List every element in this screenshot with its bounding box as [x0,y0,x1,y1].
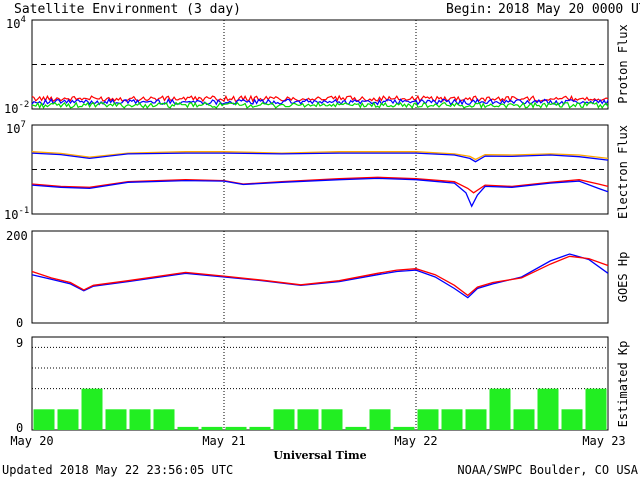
electron-ytick-bottom: 10-1 [4,206,29,222]
kp-bar [57,409,79,430]
hp-ytick-bottom: 0 [16,316,23,330]
chart-title: Satellite Environment (3 day) [14,2,241,17]
kp-bar [297,409,319,430]
kp-bar [177,426,199,430]
electron-ytick-top-base: 10 [6,122,20,136]
kp-bar [33,409,55,430]
grid-layer [32,20,608,430]
kp-bar [105,409,127,430]
electron-ytick-top: 107 [6,120,26,136]
series-line [31,98,609,106]
kp-bar [417,409,439,430]
kp-bar [345,426,367,430]
series-line [31,94,609,103]
xtick-may-23: May 23 [582,434,625,448]
proton-ytick-top: 104 [6,15,26,31]
kp-bar [369,409,391,430]
kp-bars-layer [33,388,607,430]
proton-flux-label: Proton Flux [616,24,630,103]
electron-ytick-bottom-exp: -1 [18,206,29,216]
begin-value: 2018 May 20 0000 UTC [498,2,640,17]
electron-series-layer [31,151,609,208]
updated-timestamp: Updated 2018 May 22 23:56:05 UTC [2,463,233,477]
kp-bar [129,409,151,430]
series-line [31,255,609,297]
proton-ytick-top-exp: 4 [20,15,25,25]
series-line [31,176,609,194]
kp-bar [321,409,343,430]
x-axis-label: Universal Time [273,449,366,462]
hp-panel-frame [31,230,609,324]
kp-bar [81,388,103,430]
kp-bar [393,426,415,430]
goes-hp-label: GOES Hp [616,252,630,303]
electron-ytick-bottom-base: 10 [4,208,18,222]
proton-ytick-bottom-base: 10 [4,102,18,116]
kp-bar [153,409,175,430]
series-line [31,177,609,208]
kp-bar [201,426,223,430]
series-line [31,151,609,161]
hp-series-layer [31,253,609,299]
proton-ytick-top-base: 10 [6,17,20,31]
estimated-kp-label: Estimated Kp [616,341,630,428]
kp-bar [537,388,559,430]
series-line [31,101,609,110]
electron-ytick-top-exp: 7 [20,120,25,130]
kp-bar [225,426,247,430]
kp-bar [465,409,487,430]
kp-bar [513,409,535,430]
series-line [31,152,609,163]
xtick-may-20: May 20 [10,434,53,448]
kp-bar [441,409,463,430]
proton-ytick-bottom: 10-2 [4,100,29,116]
begin-label: Begin: [446,2,493,17]
kp-bar [273,409,295,430]
electron-flux-label: Electron Flux [616,125,630,219]
kp-bar [489,388,511,430]
proton-ytick-bottom-exp: -2 [18,100,29,110]
hp-ytick-top: 200 [6,229,28,243]
series-line [31,253,609,299]
xtick-may-21: May 21 [202,434,245,448]
kp-ytick-top: 9 [16,336,23,350]
kp-bar [585,388,607,430]
credit-text: NOAA/SWPC Boulder, CO USA [457,463,638,477]
kp-bar [561,409,583,430]
proton-series-layer [31,64,609,110]
kp-bar [249,426,271,430]
xtick-may-22: May 22 [394,434,437,448]
kp-ytick-bottom: 0 [16,421,23,435]
